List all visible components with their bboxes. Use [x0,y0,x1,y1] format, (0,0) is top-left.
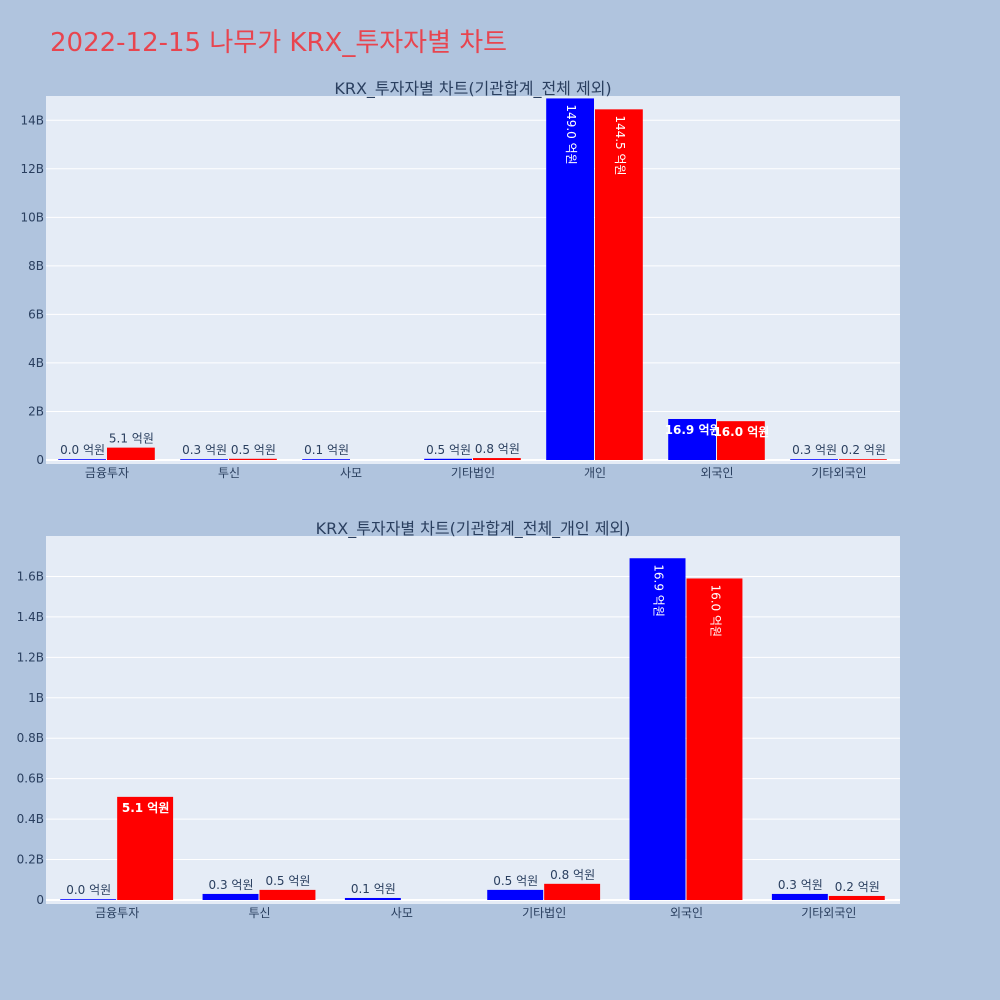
y-tick-label: 1.6B [17,569,44,583]
x-tick-label: 기타법인 [451,466,495,480]
y-tick-label: 4B [28,356,44,370]
data-label: 5.1 억원 [109,432,154,446]
y-tick-label: 10B [20,210,44,224]
bar [487,889,544,900]
bar [259,889,316,900]
chart-title: KRX_투자자별 차트(기관합계_전체 제외) [334,79,611,99]
y-tick-label: 0 [36,453,44,467]
bar [60,899,117,900]
y-tick-label: 0.6B [17,772,44,786]
x-tick-label: 사모 [340,466,362,480]
chart-title: KRX_투자자별 차트(기관합계_전체_개인 제외) [316,519,631,539]
bar [629,558,686,900]
bar [717,421,765,460]
y-tick-label: 1B [28,691,44,705]
data-label: 0.3 억원 [182,443,227,457]
x-tick-label: 외국인 [700,466,733,480]
x-tick-label: 기타법인 [522,906,566,920]
y-tick-label: 6B [28,307,44,321]
data-label: 0.8 억원 [475,442,520,456]
bar [771,893,828,900]
bar [668,418,716,460]
data-label: 0.5 억원 [426,443,471,457]
bar [229,458,277,460]
y-tick-label: 2B [28,404,44,418]
x-tick-label: 사모 [391,906,413,920]
x-tick-label: 외국인 [670,906,703,920]
bar [473,458,521,460]
bar [790,459,838,460]
y-tick-label: 14B [20,113,44,127]
bar [424,458,472,460]
x-tick-label: 개인 [584,466,606,480]
bar [344,897,401,900]
y-tick-label: 0 [36,893,44,907]
bar [180,459,228,460]
data-label: 0.5 억원 [231,443,276,457]
data-label: 16.9 억원 [652,564,666,617]
x-tick-label: 기타외국인 [801,906,856,920]
x-tick-label: 기타외국인 [811,466,866,480]
x-tick-label: 투신 [248,906,270,920]
bar [58,459,106,460]
chart-1: 0 2B 4B 6B 8B 10B 12B 14B KRX_투자자별 차트(기관합계_전체 제외… [20,79,900,480]
plot-area [46,536,900,904]
data-label: 149.0 억원 [564,104,578,164]
bar [117,796,174,900]
data-label: 0.0 억원 [60,443,105,457]
y-tick-label: 1.2B [17,650,44,664]
bar [839,459,887,460]
chart-2: 0 0.2B 0.4B 0.6B 0.8B 1B 1.2B 1.4B 1.6B KRX_투자자별 … [17,519,900,920]
data-label: 144.5 억원 [613,115,627,175]
y-tick-label: 0.2B [17,853,44,867]
data-label: 0.3 억원 [778,878,823,892]
data-label: 0.5 억원 [265,874,310,888]
bar [546,98,594,460]
data-label: 0.0 억원 [66,883,111,897]
bar [544,883,601,900]
data-label: 0.2 억원 [835,880,880,894]
x-tick-label: 투신 [218,466,240,480]
y-tick-label: 0.8B [17,731,44,745]
data-label: 16.0 억원 [713,425,769,439]
data-label: 16.9 억원 [665,423,721,437]
y-tick-label: 8B [28,259,44,273]
y-tick-label: 1.4B [17,610,44,624]
data-label: 0.8 억원 [550,868,595,882]
data-label: 0.5 억원 [493,874,538,888]
data-label: 16.0 억원 [708,584,722,637]
bar [828,895,885,900]
bar [302,459,350,460]
bar [107,447,155,460]
bar [202,893,259,900]
data-label: 0.2 억원 [841,443,886,457]
x-tick-label: 금융투자 [85,466,129,480]
data-label: 0.3 억원 [792,443,837,457]
bar [595,109,643,460]
x-tick-label: 금융투자 [95,906,139,920]
page-title: 2022-12-15 나무가 KRX_투자자별 차트 [50,28,508,58]
data-label: 0.1 억원 [351,882,396,896]
y-tick-label: 12B [20,162,44,176]
y-tick-label: 0.4B [17,812,44,826]
data-label: 5.1 억원 [122,801,170,815]
data-label: 0.3 억원 [209,878,254,892]
plot-area [46,96,900,464]
bar [686,578,743,900]
data-label: 0.1 억원 [304,443,349,457]
